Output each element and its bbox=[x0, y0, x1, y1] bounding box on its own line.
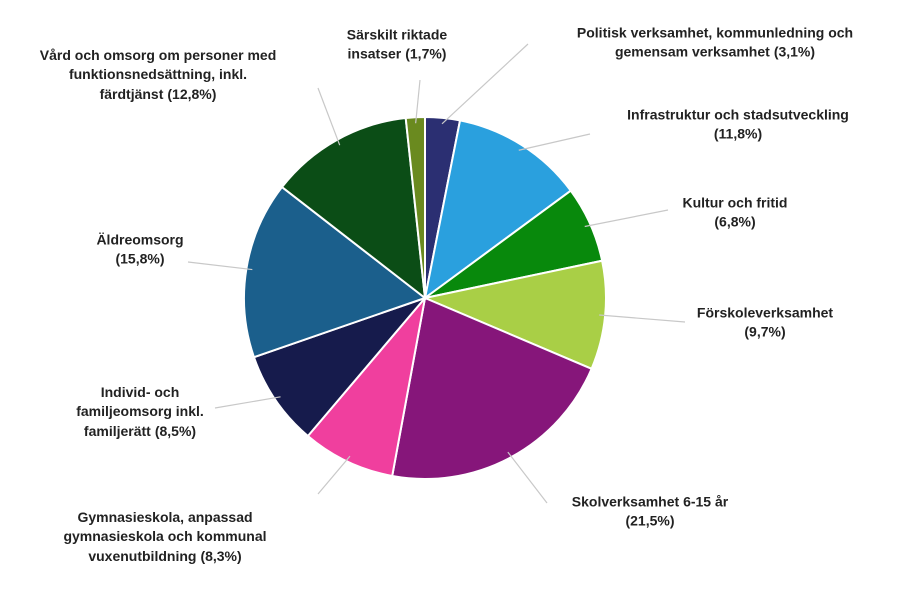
slice-label: Förskoleverksamhet (9,7%) bbox=[655, 304, 875, 343]
value-label: (6,8%) bbox=[714, 214, 756, 230]
leader-line bbox=[317, 87, 341, 146]
value-label: (15,8%) bbox=[115, 251, 165, 267]
category-label: Kultur och fritid bbox=[682, 194, 788, 211]
category-label: Vård och omsorg om personer med funktion… bbox=[39, 47, 277, 102]
leader-line bbox=[415, 79, 421, 124]
leader-line bbox=[584, 209, 669, 228]
pie-slice bbox=[423, 119, 573, 301]
pie-slice bbox=[252, 295, 429, 438]
value-label: (8,3%) bbox=[200, 547, 242, 564]
category-label: Infrastruktur och stadsutveckling bbox=[627, 106, 849, 123]
slice-label: Kultur och fritid (6,8%) bbox=[635, 194, 835, 233]
slice-label: Gymnasieskola, anpassad gymnasieskola oc… bbox=[50, 508, 280, 566]
category-label: Gymnasieskola, anpassad gymnasieskola oc… bbox=[63, 509, 267, 564]
leader-line bbox=[317, 455, 351, 495]
category-label: Politisk verksamhet, kommunledning och g… bbox=[576, 24, 854, 60]
slice-label: Individ- och familjeomsorg inkl. familje… bbox=[55, 383, 225, 441]
slice-label: Skolverksamhet 6-15 år (21,5%) bbox=[520, 493, 780, 532]
leader-line bbox=[507, 451, 548, 504]
pie-slice bbox=[391, 296, 593, 480]
value-label: (12,8%) bbox=[167, 85, 217, 102]
leader-line bbox=[518, 133, 591, 151]
value-label: (1,7%) bbox=[405, 46, 447, 62]
slice-label: Politisk verksamhet, kommunledning och g… bbox=[545, 24, 885, 63]
pie-slice bbox=[306, 294, 427, 478]
category-label: Skolverksamhet 6-15 år bbox=[571, 493, 729, 510]
slice-label: Infrastruktur och stadsutveckling (11,8%) bbox=[598, 106, 878, 145]
category-label: Individ- och familjeomsorg inkl. familje… bbox=[76, 384, 204, 439]
value-label: (8,5%) bbox=[154, 422, 197, 439]
category-label: Förskoleverksamhet bbox=[696, 304, 834, 321]
slice-label: Särskilt riktade insatser (1,7%) bbox=[327, 26, 467, 65]
category-label: Särskilt riktade insatser bbox=[346, 26, 448, 62]
leader-line bbox=[187, 261, 253, 271]
leader-line bbox=[214, 396, 281, 409]
value-label: (11,8%) bbox=[713, 126, 763, 142]
pie-slice bbox=[404, 115, 426, 299]
value-label: (21,5%) bbox=[625, 513, 675, 529]
slice-label: Vård och omsorg om personer med funktion… bbox=[23, 46, 293, 104]
value-label: (9,7%) bbox=[744, 324, 786, 340]
leader-line bbox=[599, 314, 686, 323]
slice-label: Äldreomsorg (15,8%) bbox=[40, 231, 240, 270]
pie-slice bbox=[280, 116, 427, 301]
leader-line bbox=[441, 43, 529, 125]
category-label: Äldreomsorg bbox=[96, 231, 184, 248]
value-label: (3,1%) bbox=[773, 44, 816, 60]
